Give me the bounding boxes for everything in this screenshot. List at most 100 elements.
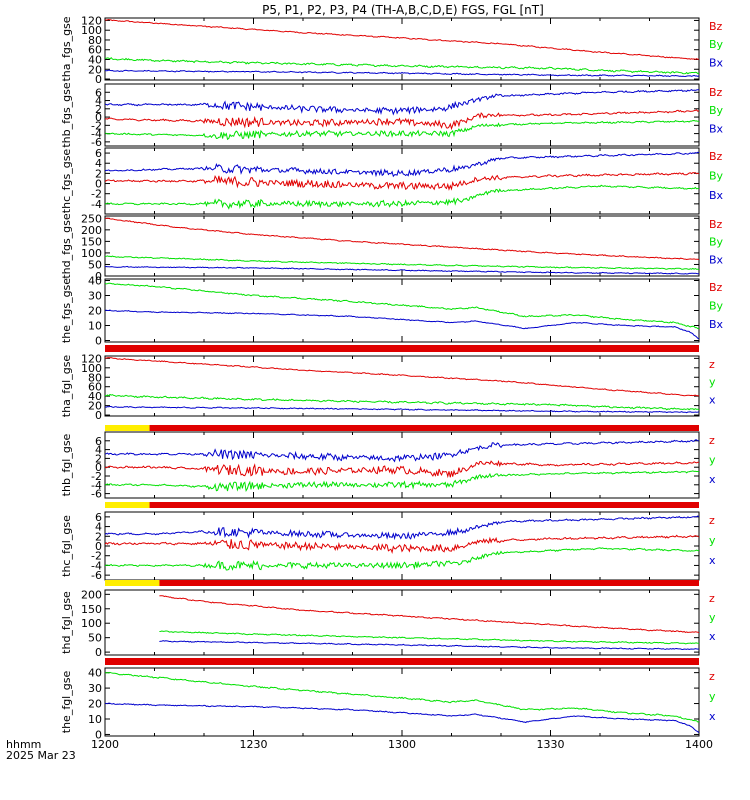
y-tick-label: 150 [81,235,102,248]
legend-label-y: y [709,690,716,703]
y-tick-label: 6 [95,147,102,160]
y-tick-label: 2 [95,452,102,465]
legend-label-Bx: Bx [709,122,724,135]
series-line-Bz [105,109,699,131]
y-tick-label: -6 [91,488,102,501]
status-bar-red [149,502,700,508]
plot-title: P5, P1, P2, P3, P4 (TH-A,B,C,D,E) FGS, F… [262,3,544,17]
y-tick-label: -4 [91,479,102,492]
series-line-Bx [105,69,699,78]
series-line-Bx [105,309,699,340]
y-tick-label: -4 [91,198,102,211]
y-tick-label: 0 [95,409,102,422]
y-tick-label: 250 [81,212,102,225]
y-tick-label: 4 [95,157,102,170]
series-line-z [105,534,699,555]
series-line-x [105,405,699,414]
y-tick-label: 40 [88,53,102,66]
x-axis-unit-label: hhmm [6,738,41,751]
y-tick-label: 0 [95,728,102,741]
y-tick-label: 20 [88,63,102,76]
y-tick-label: -6 [91,569,102,582]
x-tick-label: 1200 [91,738,119,751]
series-line-x [105,515,699,541]
series-line-By [105,255,699,270]
panel-frame [104,83,700,147]
panel-frame [104,511,700,581]
x-tick-label: 1300 [388,738,416,751]
y-tick-label: 0 [95,646,102,659]
y-tick-label: 100 [81,362,102,375]
y-axis-label: thd_fgs_gse [60,213,73,279]
x-tick-label: 1330 [537,738,565,751]
y-tick-label: 60 [88,44,102,57]
y-tick-label: 0 [95,111,102,124]
y-tick-label: -2 [91,550,102,563]
series-line-z [105,357,699,397]
y-tick-label: -2 [91,119,102,132]
y-tick-label: 40 [88,667,102,680]
legend-label-Bx: Bx [709,56,724,69]
legend-label-y: y [709,534,716,547]
legend-label-Bx: Bx [709,318,724,331]
legend-label-Bz: Bz [709,281,723,294]
y-tick-label: 20 [88,305,102,318]
y-tick-label: 4 [95,521,102,534]
series-line-z [159,595,699,634]
legend-label-By: By [709,236,724,249]
y-tick-label: 0 [95,335,102,348]
series-line-By [105,282,699,330]
series-line-y [105,547,699,571]
y-tick-label: 100 [81,247,102,260]
y-tick-label: 120 [81,14,102,27]
y-tick-label: 40 [88,275,102,288]
y-tick-label: 6 [95,86,102,99]
status-bar [105,345,699,352]
series-line-Bx [105,151,699,178]
legend-label-x: x [709,393,716,406]
status-bar [105,658,699,665]
legend-label-z: z [709,592,715,605]
legend-label-y: y [709,376,716,389]
legend-label-Bx: Bx [709,253,724,266]
legend-label-x: x [709,473,716,486]
y-axis-label: the_fgl_gse [60,671,73,734]
series-line-Bx [105,89,699,116]
y-tick-label: 4 [95,95,102,108]
y-tick-label: 150 [81,603,102,616]
y-axis-label: thd_fgl_gse [60,591,73,654]
y-tick-label: 30 [88,682,102,695]
legend-label-x: x [709,554,716,567]
series-line-z [105,459,699,479]
legend-label-x: x [709,630,716,643]
legend-label-z: z [709,670,715,683]
x-tick-label: 1230 [240,738,268,751]
legend-label-Bz: Bz [709,150,723,163]
y-tick-label: 0 [95,73,102,86]
y-axis-label: thc_fgl_gse [60,515,73,577]
series-line-x [105,702,699,734]
series-line-y [159,630,699,645]
status-bar-yellow [105,580,160,586]
y-tick-label: 10 [88,713,102,726]
status-bar-red [149,425,700,431]
legend-label-By: By [709,300,724,313]
legend-label-Bz: Bz [709,20,723,33]
y-tick-label: -2 [91,470,102,483]
y-tick-label: 20 [88,698,102,711]
legend-label-z: z [709,514,715,527]
panel-frame [104,215,700,277]
status-bar-yellow [105,425,150,431]
y-tick-label: 0 [95,270,102,283]
y-tick-label: 200 [81,588,102,601]
y-tick-label: 0 [95,461,102,474]
y-tick-label: 10 [88,320,102,333]
y-tick-label: 6 [95,511,102,524]
series-line-x [105,439,699,463]
